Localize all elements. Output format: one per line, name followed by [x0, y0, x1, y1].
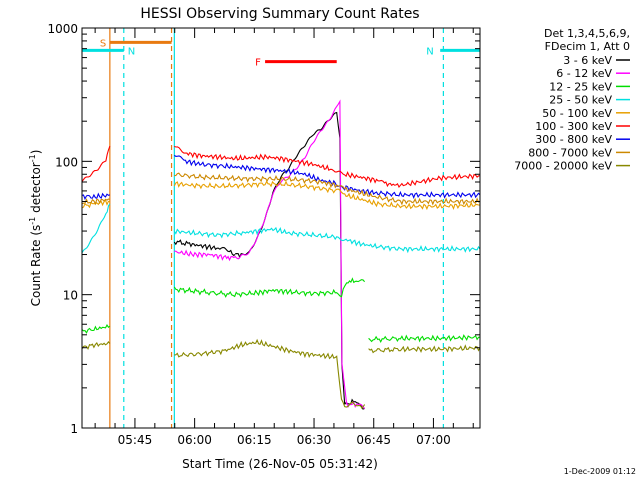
series-1-segment-0 — [174, 99, 348, 405]
legend-label-5: 100 - 300 keV — [535, 120, 612, 133]
series-3-segment-0 — [82, 203, 111, 254]
series-0-segment-0 — [173, 239, 236, 257]
series-2-segment-2 — [368, 334, 480, 344]
series-5 — [82, 145, 480, 189]
series-0-segment-1 — [235, 111, 346, 405]
x-axis-label: Start Time (26-Nov-05 05:31:42) — [182, 457, 378, 471]
y-tick-label: 10 — [63, 289, 78, 303]
series-7 — [82, 172, 480, 206]
series-6-segment-1 — [174, 154, 480, 199]
plot-frame — [81, 27, 481, 429]
x-tick-label: 06:30 — [297, 433, 332, 447]
series-8-segment-0 — [82, 341, 111, 351]
series-8 — [82, 338, 480, 410]
series-6 — [82, 154, 480, 201]
series-8-segment-1 — [174, 338, 366, 410]
series-3 — [82, 203, 480, 254]
x-tick-label: 06:45 — [356, 433, 391, 447]
series-8-segment-2 — [368, 344, 480, 354]
series-5-segment-0 — [82, 145, 111, 182]
legend-label-7: 800 - 7000 keV — [528, 146, 612, 159]
y-tick-label: 100 — [55, 155, 78, 169]
chart-title: HESSI Observing Summary Count Rates — [140, 6, 419, 22]
y-tick-label: 1 — [70, 422, 78, 436]
y-axis-label-sup1: -1 — [28, 217, 37, 225]
x-tick-label: 07:00 — [416, 433, 451, 447]
x-tick-label: 06:15 — [237, 433, 272, 447]
footer-timestamp: 1-Dec-2009 01:12 — [564, 467, 636, 476]
legend: Det 1,3,4,5,6,9, FDecim 1, Att 0 3 - 6 k… — [514, 27, 630, 173]
series-2 — [82, 277, 480, 344]
y-axis-label-mid: detector — [29, 162, 43, 217]
series-5-segment-1 — [174, 145, 480, 189]
y-axis-label: Count Rate (s-1 detector-1) — [28, 150, 43, 307]
series-4 — [82, 180, 480, 211]
x-tick-label: 05:45 — [118, 433, 153, 447]
legend-label-1: 6 - 12 keV — [556, 67, 612, 80]
series-3-segment-1 — [173, 226, 480, 254]
y-axis: 1 10 100 1000 — [47, 22, 480, 436]
x-axis: 05:45 06:00 06:15 06:30 06:45 07:00 — [94, 28, 474, 447]
plot-area: S N N F — [81, 27, 481, 429]
x-tick-label: 06:00 — [177, 433, 212, 447]
legend-label-2: 12 - 25 keV — [549, 80, 612, 93]
legend-label-0: 3 - 6 keV — [563, 54, 612, 67]
series-6-segment-0 — [82, 192, 111, 201]
series-7-segment-0 — [82, 198, 110, 206]
y-axis-label-end: ) — [29, 150, 43, 155]
legend-label-4: 50 - 100 keV — [542, 107, 612, 120]
y-axis-label-sup2: -1 — [28, 154, 37, 162]
series-1 — [174, 99, 366, 409]
legend-label-8: 7000 - 20000 keV — [514, 160, 612, 173]
legend-header-line-2: FDecim 1, Att 0 — [545, 40, 630, 53]
legend-header-line-1: Det 1,3,4,5,6,9, — [544, 27, 630, 40]
series-7-segment-1 — [174, 172, 480, 206]
flag-label-0: S — [100, 38, 106, 49]
y-axis-label-main: Count Rate (s — [29, 225, 43, 307]
legend-label-3: 25 - 50 keV — [549, 94, 612, 107]
flag-label-2: N — [426, 46, 433, 57]
series-2-segment-0 — [82, 324, 111, 334]
flag-label-3: F — [255, 58, 261, 69]
flag-label-1: N — [128, 46, 135, 57]
series-2-segment-1 — [173, 277, 366, 298]
y-tick-label: 1000 — [47, 22, 78, 36]
series-4-segment-1 — [173, 180, 480, 211]
legend-label-6: 300 - 800 keV — [535, 133, 612, 146]
